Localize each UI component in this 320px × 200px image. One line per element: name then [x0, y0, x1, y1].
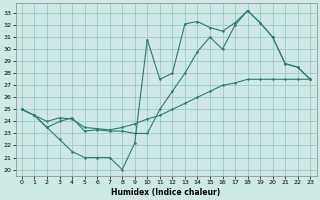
X-axis label: Humidex (Indice chaleur): Humidex (Indice chaleur): [111, 188, 221, 197]
